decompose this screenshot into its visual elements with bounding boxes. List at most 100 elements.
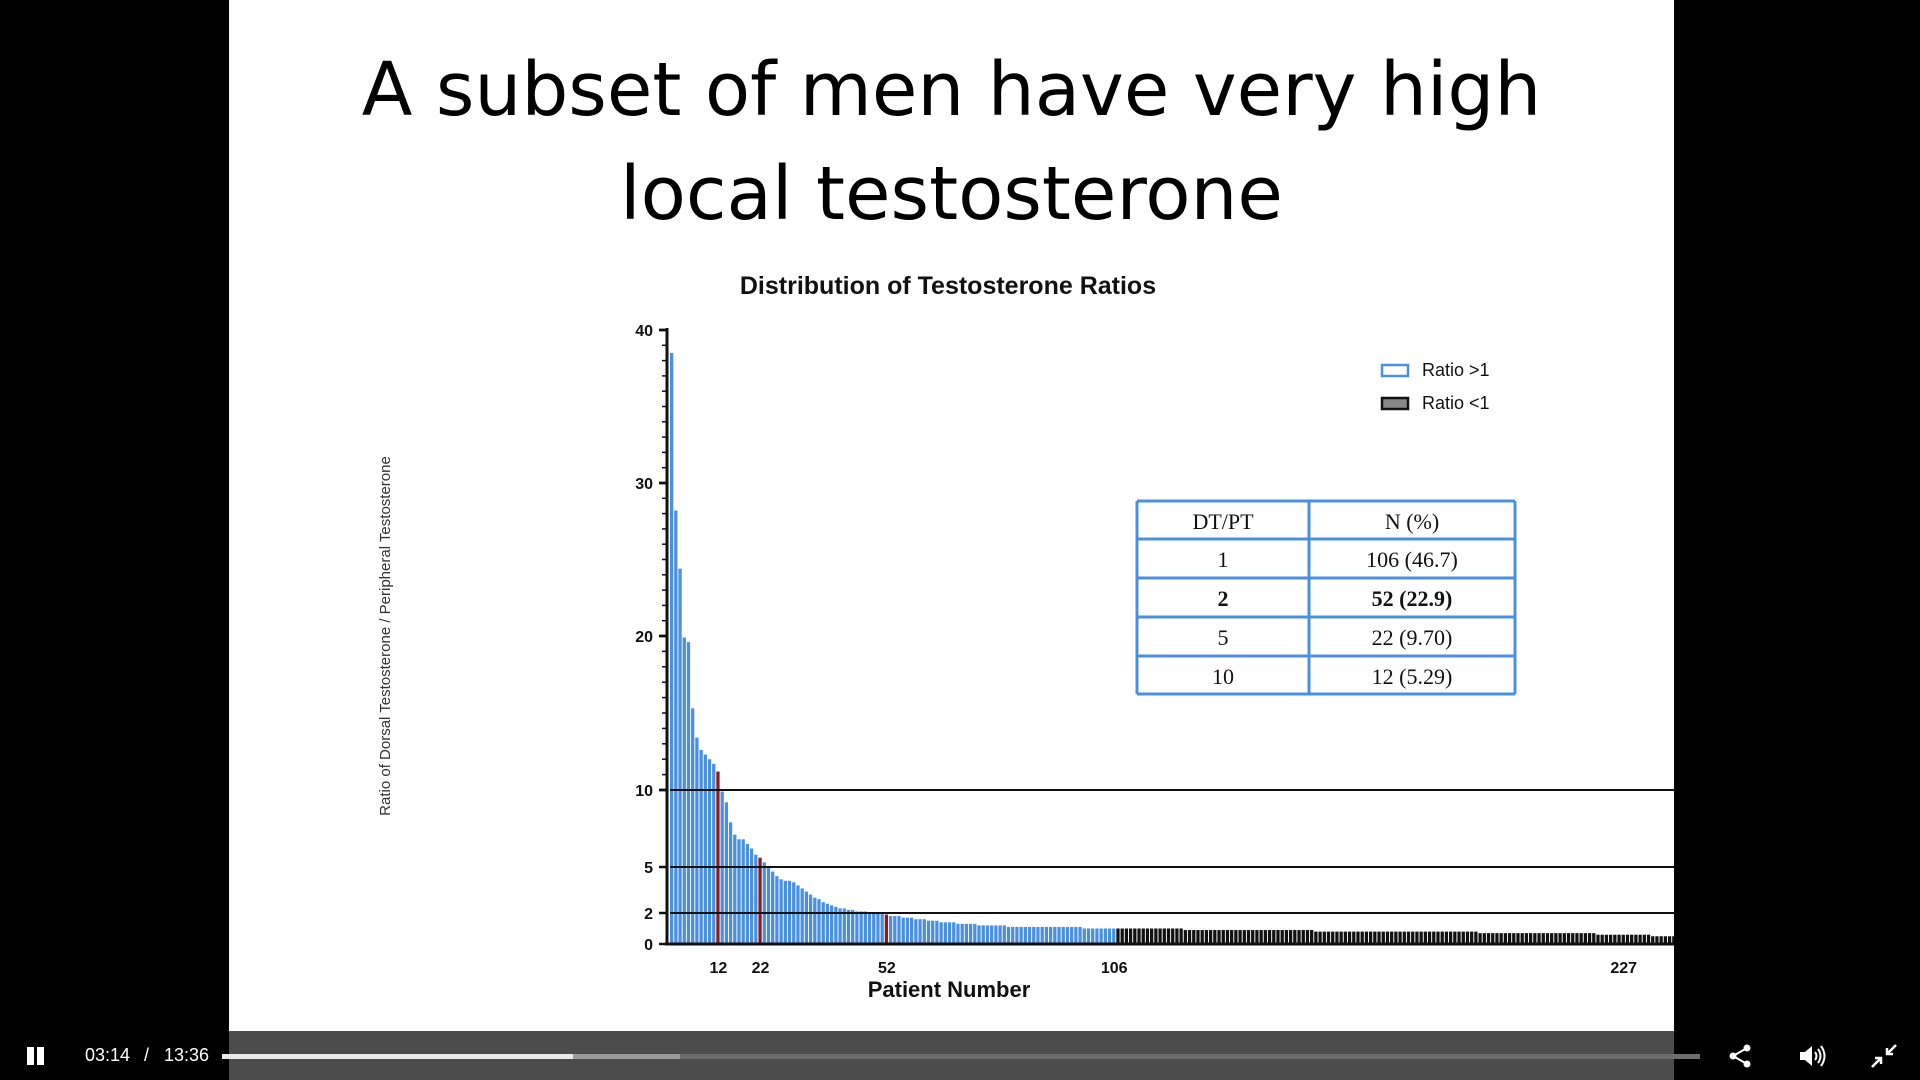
bar-patient-127 — [1200, 930, 1204, 944]
bar-patient-207 — [1537, 933, 1541, 944]
summary-table: DT/PT N (%) 1 106 (46.7) 2 52 (22.9) 5 22 (9.70… — [1135, 499, 1517, 696]
table-header-2: N (%) — [1385, 509, 1439, 534]
table-cell-r3-c2: 22 (9.70) — [1372, 625, 1453, 650]
y-tick-label-20: 20 — [635, 629, 653, 646]
bar-patient-123 — [1183, 930, 1187, 944]
bar-patient-151 — [1301, 930, 1305, 944]
bar-patient-32 — [800, 888, 804, 944]
bar-patient-70 — [960, 923, 964, 944]
bar-patient-172 — [1390, 931, 1394, 944]
bar-patient-116 — [1154, 928, 1158, 944]
bar-patient-188 — [1457, 931, 1461, 944]
share-button[interactable] — [1726, 1043, 1754, 1069]
bar-patient-88 — [1036, 926, 1040, 944]
exit-fullscreen-button[interactable] — [1870, 1043, 1898, 1069]
bar-patient-171 — [1385, 931, 1390, 944]
bar-patient-10 — [707, 759, 712, 944]
bar-patient-202 — [1516, 933, 1520, 944]
bar-patient-183 — [1436, 931, 1440, 944]
bar-patient-208 — [1541, 933, 1545, 944]
pause-button[interactable] — [26, 1047, 46, 1067]
bar-patient-214 — [1566, 933, 1571, 944]
bar-patient-190 — [1465, 931, 1470, 944]
pause-icon-bar-right — [37, 1047, 44, 1065]
bar-patient-198 — [1499, 933, 1503, 944]
x-axis: 12 22 52 106 227 — [665, 942, 1674, 977]
bar-patient-38 — [825, 903, 830, 944]
bar-patient-175 — [1402, 931, 1406, 944]
bar-patient-79 — [998, 925, 1002, 944]
bar-patient-153 — [1310, 930, 1314, 944]
bar-patient-99 — [1082, 928, 1086, 944]
reference-lines — [670, 789, 1674, 914]
bar-patient-121 — [1175, 928, 1179, 944]
table-cell-r4-c2: 12 (5.29) — [1372, 664, 1453, 689]
bar-patient-168 — [1373, 931, 1377, 944]
bar-patient-87 — [1032, 926, 1036, 944]
bar-patient-65 — [939, 922, 943, 944]
bar-patient-187 — [1453, 931, 1457, 944]
bar-patient-49 — [872, 913, 876, 944]
bar-patient-223 — [1604, 934, 1609, 944]
bar-patient-82 — [1011, 926, 1015, 944]
bar-patient-126 — [1196, 930, 1200, 944]
bar-patient-84 — [1019, 926, 1023, 944]
bar-patient-12 — [716, 771, 720, 944]
bar-patient-5 — [686, 642, 691, 944]
table-cell-r1-c2: 106 (46.7) — [1366, 547, 1458, 572]
bar-patient-189 — [1461, 931, 1465, 944]
bar-patient-133 — [1225, 930, 1230, 944]
y-axis-label: Ratio of Dorsal Testosterone / Periphera… — [377, 456, 394, 816]
bar-patient-130 — [1213, 930, 1217, 944]
bar-patient-170 — [1381, 931, 1385, 944]
bar-patient-173 — [1394, 931, 1398, 944]
bar-patient-210 — [1550, 933, 1554, 944]
table-cell-r1-c1: 1 — [1218, 547, 1229, 572]
bar-patient-104 — [1103, 928, 1107, 944]
bar-patient-25 — [771, 871, 775, 944]
bar-patient-158 — [1331, 931, 1335, 944]
bar-patient-129 — [1208, 930, 1213, 944]
bar-patient-98 — [1078, 926, 1082, 944]
x-tick-label-52: 52 — [878, 960, 896, 977]
y-axis: 0 2 5 10 20 30 40 — [635, 323, 669, 954]
bar-patient-178 — [1415, 931, 1419, 944]
progress-bar[interactable] — [222, 1054, 1700, 1059]
bar-patient-235 — [1655, 936, 1659, 944]
legend-label-2: Ratio <1 — [1422, 393, 1490, 413]
bar-patient-221 — [1596, 934, 1600, 944]
bar-patient-222 — [1600, 934, 1604, 944]
bar-patient-75 — [981, 925, 985, 944]
bar-patient-44 — [851, 909, 855, 944]
current-time: 03:14 — [85, 1045, 131, 1065]
bar-patient-144 — [1272, 930, 1276, 944]
share-icon — [1729, 1044, 1751, 1068]
bar-patient-26 — [775, 876, 779, 944]
bar-patient-102 — [1095, 928, 1099, 944]
bar-patient-204 — [1524, 933, 1529, 944]
bar-patient-8 — [699, 749, 703, 944]
bar-patient-215 — [1571, 933, 1575, 944]
bar-patient-233 — [1646, 934, 1651, 944]
bar-patient-112 — [1137, 928, 1141, 944]
bar-patient-45 — [855, 911, 859, 944]
bar-patient-23 — [762, 862, 766, 944]
bar-patient-128 — [1204, 930, 1209, 944]
bar-patient-124 — [1187, 930, 1192, 944]
bar-patient-163 — [1352, 931, 1356, 944]
bar-patient-150 — [1297, 930, 1301, 944]
bar-patient-226 — [1617, 934, 1621, 944]
bar-patient-162 — [1347, 931, 1352, 944]
slide-title-line-1: A subset of men have very high — [361, 47, 1542, 133]
bar-patient-21 — [754, 854, 758, 944]
slide-title: A subset of men have very high local tes… — [229, 38, 1674, 246]
volume-button[interactable] — [1798, 1043, 1826, 1069]
pause-icon-bar-left — [27, 1047, 34, 1065]
bar-patient-160 — [1339, 931, 1343, 944]
bar-patient-114 — [1145, 928, 1150, 944]
bar-patient-139 — [1251, 930, 1255, 944]
bar-patient-186 — [1448, 931, 1453, 944]
bar-patient-196 — [1491, 933, 1495, 944]
bar-patient-165 — [1360, 931, 1364, 944]
bar-patient-101 — [1091, 928, 1095, 944]
